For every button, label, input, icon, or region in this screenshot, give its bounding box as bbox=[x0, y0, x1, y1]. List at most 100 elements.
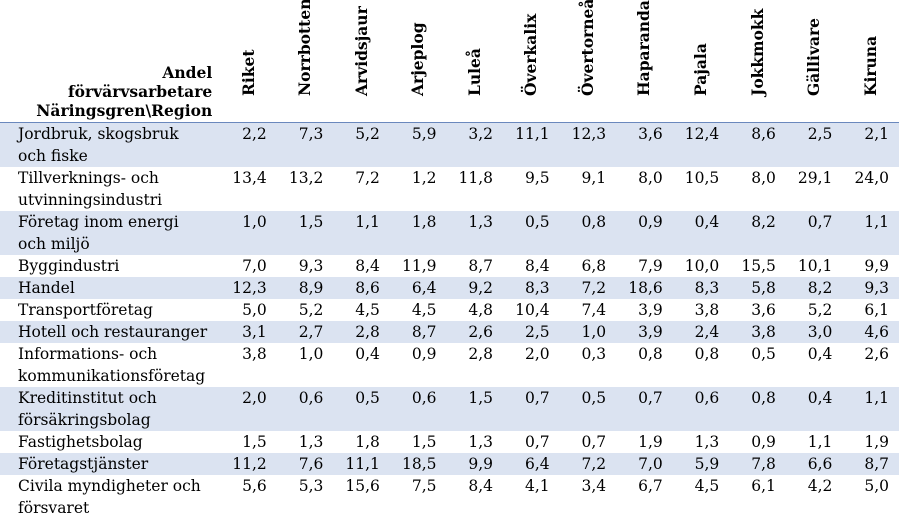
value-cell: 3,6 bbox=[616, 122, 673, 167]
value-cell: 8,2 bbox=[785, 277, 843, 299]
region-header-label: Pajala bbox=[691, 43, 711, 96]
region-header: Övertorneå bbox=[559, 0, 617, 123]
region-header-label: Luleå bbox=[464, 48, 484, 96]
value-cell: 8,4 bbox=[355, 257, 380, 275]
value-cell: 4,1 bbox=[524, 477, 550, 495]
industry-label-line: och fiske bbox=[18, 147, 88, 165]
value-cell: 0,5 bbox=[333, 387, 390, 431]
industry-label-line: Transportföretag bbox=[18, 301, 153, 319]
value-cell: 5,0 bbox=[864, 477, 889, 495]
value-cell: 8,7 bbox=[842, 453, 899, 475]
region-header: Haparanda bbox=[616, 0, 673, 123]
value-cell: 0,9 bbox=[616, 211, 673, 255]
value-cell: 1,9 bbox=[638, 433, 663, 451]
value-cell: 6,8 bbox=[581, 257, 607, 275]
value-cell: 7,3 bbox=[276, 122, 334, 167]
value-cell: 11,8 bbox=[458, 169, 494, 187]
value-cell: 10,4 bbox=[515, 301, 550, 319]
value-cell: 1,2 bbox=[411, 169, 437, 187]
value-cell: 2,7 bbox=[276, 321, 334, 343]
value-cell: 2,5 bbox=[785, 122, 843, 167]
table-row: Jordbruk, skogsbruk och fiske 2,2 7,3 5,2 5,9… bbox=[0, 122, 899, 167]
industry-label: Kreditinstitut och försäkringsbolag bbox=[0, 387, 221, 431]
industry-label: Fastighetsbolag bbox=[0, 431, 220, 453]
value-cell: 0,4 bbox=[785, 387, 843, 431]
value-cell: 3,9 bbox=[638, 301, 663, 319]
value-cell: 24,0 bbox=[854, 169, 889, 187]
industry-label-line: utvinningsindustri bbox=[18, 191, 163, 209]
value-cell: 8,6 bbox=[729, 122, 786, 167]
value-cell: 0,6 bbox=[672, 387, 730, 431]
value-cell: 11,1 bbox=[503, 122, 560, 167]
industry-label-line: Jordbruk, skogsbruk bbox=[18, 125, 179, 143]
value-cell: 0,5 bbox=[503, 211, 560, 255]
value-cell: 2,8 bbox=[468, 345, 494, 363]
value-cell: 8,2 bbox=[729, 211, 786, 255]
region-header: Norrbotten bbox=[276, 0, 334, 123]
value-cell: 1,1 bbox=[807, 433, 833, 451]
table-row: Byggindustri 7,0 9,3 8,4 11,9 8,7 8,4 6,8 7,9 10,… bbox=[0, 255, 899, 277]
value-cell: 7,8 bbox=[729, 453, 786, 475]
value-cell: 3,2 bbox=[446, 122, 504, 167]
value-cell: 6,4 bbox=[389, 277, 447, 299]
table-header-row: Andel förvärvsarbetare Näringsgren\Regio… bbox=[0, 0, 899, 123]
value-cell: 4,2 bbox=[807, 477, 833, 495]
value-cell: 3,1 bbox=[220, 321, 277, 343]
value-cell: 1,5 bbox=[242, 433, 267, 451]
value-cell: 6,1 bbox=[751, 477, 776, 495]
value-cell: 11,2 bbox=[220, 453, 277, 475]
value-cell: 2,0 bbox=[220, 387, 277, 431]
value-cell: 8,3 bbox=[503, 277, 560, 299]
region-header: Jokkmokk bbox=[729, 0, 786, 123]
region-header-label: Jokkmokk bbox=[747, 8, 767, 96]
value-cell: 11,1 bbox=[333, 453, 390, 475]
value-cell: 5,9 bbox=[672, 453, 730, 475]
value-cell: 0,9 bbox=[411, 345, 437, 363]
value-cell: 1,8 bbox=[389, 211, 447, 255]
value-cell: 2,5 bbox=[503, 321, 560, 343]
value-cell: 6,4 bbox=[503, 453, 560, 475]
value-cell: 8,0 bbox=[638, 169, 663, 187]
value-cell: 2,8 bbox=[333, 321, 390, 343]
region-header-label: Riket bbox=[238, 49, 258, 96]
value-cell: 1,3 bbox=[298, 433, 324, 451]
value-cell: 9,1 bbox=[581, 169, 607, 187]
value-cell: 8,6 bbox=[333, 277, 390, 299]
value-cell: 5,8 bbox=[729, 277, 786, 299]
corner-header-line: Näringsgren\Region bbox=[36, 101, 213, 120]
value-cell: 0,4 bbox=[355, 345, 380, 363]
value-cell: 5,2 bbox=[333, 122, 390, 167]
industry-label: Företag inom energi och miljö bbox=[0, 211, 221, 255]
industry-label: Handel bbox=[0, 277, 221, 299]
value-cell: 10,1 bbox=[797, 257, 833, 275]
value-cell: 0,7 bbox=[616, 387, 673, 431]
value-cell: 3,8 bbox=[242, 345, 267, 363]
value-cell: 9,5 bbox=[524, 169, 550, 187]
value-cell: 13,4 bbox=[232, 169, 267, 187]
value-cell: 0,8 bbox=[694, 345, 720, 363]
industry-label: Civila myndigheter och försvaret bbox=[0, 475, 220, 519]
value-cell: 9,3 bbox=[298, 257, 324, 275]
industry-label: Transportföretag bbox=[0, 299, 220, 321]
value-cell: 5,6 bbox=[242, 477, 267, 495]
value-cell: 0,5 bbox=[751, 345, 776, 363]
industry-label-line: Fastighetsbolag bbox=[18, 433, 143, 451]
value-cell: 7,5 bbox=[411, 477, 437, 495]
value-cell: 1,1 bbox=[842, 387, 899, 431]
value-cell: 3,6 bbox=[751, 301, 776, 319]
value-cell: 1,1 bbox=[333, 211, 390, 255]
value-cell: 8,4 bbox=[524, 257, 550, 275]
value-cell: 8,0 bbox=[751, 169, 776, 187]
value-cell: 5,2 bbox=[298, 301, 324, 319]
industry-label-line: Kreditinstitut och bbox=[18, 389, 157, 407]
industry-label: Jordbruk, skogsbruk och fiske bbox=[0, 122, 221, 167]
value-cell: 0,8 bbox=[729, 387, 786, 431]
value-cell: 4,5 bbox=[355, 301, 380, 319]
table-body: Jordbruk, skogsbruk och fiske 2,2 7,3 5,2 5,9… bbox=[0, 122, 899, 519]
corner-header-line: Andel bbox=[162, 63, 213, 82]
value-cell: 3,8 bbox=[729, 321, 786, 343]
value-cell: 8,3 bbox=[672, 277, 730, 299]
region-header: Gällivare bbox=[785, 0, 843, 123]
value-cell: 1,9 bbox=[864, 433, 889, 451]
value-cell: 9,2 bbox=[446, 277, 504, 299]
